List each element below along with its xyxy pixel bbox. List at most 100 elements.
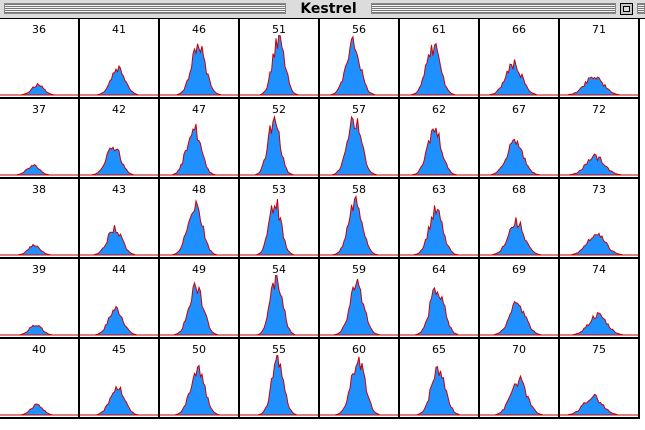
histogram-area (400, 127, 478, 176)
histogram-area (480, 374, 558, 416)
histogram-plot (0, 82, 78, 96)
histogram-plot (80, 64, 158, 96)
histogram-plot (80, 146, 158, 176)
histogram-plot (240, 275, 318, 336)
histogram-cell[interactable]: 51 (240, 19, 320, 99)
histogram-cell[interactable]: 62 (400, 99, 480, 179)
histogram-cell[interactable]: 70 (480, 339, 560, 419)
histogram-cell[interactable]: 58 (320, 179, 400, 259)
histogram-cell[interactable]: 43 (80, 179, 160, 259)
histogram-cell[interactable]: 63 (400, 179, 480, 259)
histogram-area (400, 42, 478, 96)
histogram-plot (560, 232, 638, 256)
cell-number-label: 51 (272, 23, 286, 36)
title-bar[interactable]: Kestrel (0, 0, 645, 19)
histogram-cell[interactable]: 48 (160, 179, 240, 259)
histogram-cell[interactable]: 68 (480, 179, 560, 259)
histogram-cell[interactable]: 40 (0, 339, 80, 419)
histogram-cell[interactable]: 61 (400, 19, 480, 99)
histogram-cell[interactable]: 56 (320, 19, 400, 99)
histogram-cell[interactable]: 50 (160, 339, 240, 419)
histogram-cell[interactable]: 59 (320, 259, 400, 339)
histogram-cell[interactable]: 37 (0, 99, 80, 179)
histogram-cell[interactable]: 49 (160, 259, 240, 339)
cell-number-label: 64 (432, 263, 446, 276)
cell-number-label: 70 (512, 343, 526, 356)
histogram-cell[interactable]: 60 (320, 339, 400, 419)
histogram-plot (400, 42, 478, 96)
histogram-area (160, 43, 238, 96)
histogram-cell[interactable]: 47 (160, 99, 240, 179)
cell-number-label: 57 (352, 103, 366, 116)
histogram-cell[interactable]: 73 (560, 179, 640, 259)
histogram-cell[interactable]: 69 (480, 259, 560, 339)
histogram-cell[interactable]: 71 (560, 19, 640, 99)
histogram-grid: 36 41 46 51 56 61 66 71 37 42 47 52 57 62 67 72 38 43 48 53… (0, 19, 645, 430)
histogram-plot (160, 199, 238, 256)
histogram-cell[interactable]: 38 (0, 179, 80, 259)
cell-number-label: 48 (192, 183, 206, 196)
cell-number-label: 56 (352, 23, 366, 36)
histogram-area (160, 364, 238, 416)
cell-number-label: 61 (432, 23, 446, 36)
histogram-plot (480, 300, 558, 336)
histogram-cell[interactable]: 74 (560, 259, 640, 339)
cell-number-label: 42 (112, 103, 126, 116)
cell-number-label: 50 (192, 343, 206, 356)
histogram-plot (240, 35, 318, 96)
histogram-cell[interactable]: 36 (0, 19, 80, 99)
histogram-area (240, 199, 318, 256)
histogram-plot (400, 366, 478, 416)
histogram-cell[interactable]: 66 (480, 19, 560, 99)
cell-number-label: 62 (432, 103, 446, 116)
cell-number-label: 45 (112, 343, 126, 356)
histogram-plot (480, 59, 558, 96)
histogram-cell[interactable]: 45 (80, 339, 160, 419)
cell-number-label: 37 (32, 103, 46, 116)
histogram-plot (480, 374, 558, 416)
histogram-area (160, 123, 238, 176)
histogram-plot (160, 43, 238, 96)
histogram-area (480, 217, 558, 256)
cell-number-label: 63 (432, 183, 446, 196)
histogram-cell[interactable]: 44 (80, 259, 160, 339)
histogram-cell[interactable]: 46 (160, 19, 240, 99)
histogram-area (80, 225, 158, 256)
histogram-cell[interactable]: 39 (0, 259, 80, 339)
cell-number-label: 59 (352, 263, 366, 276)
histogram-area (240, 35, 318, 96)
title-bar-stripes-right (371, 3, 616, 14)
histogram-plot (160, 364, 238, 416)
histogram-cell[interactable]: 52 (240, 99, 320, 179)
histogram-cell[interactable]: 42 (80, 99, 160, 179)
histogram-plot (160, 281, 238, 336)
histogram-area (480, 138, 558, 176)
histogram-cell[interactable]: 54 (240, 259, 320, 339)
histogram-cell[interactable]: 57 (320, 99, 400, 179)
histogram-plot (80, 305, 158, 336)
histogram-plot (320, 278, 398, 336)
histogram-plot (0, 324, 78, 336)
histogram-area (0, 82, 78, 96)
histogram-area (560, 76, 638, 96)
histogram-cell[interactable]: 55 (240, 339, 320, 419)
histogram-cell[interactable]: 67 (480, 99, 560, 179)
cell-number-label: 55 (272, 343, 286, 356)
title-bar-stripes-left (4, 3, 286, 14)
cell-number-label: 52 (272, 103, 286, 116)
histogram-plot (560, 393, 638, 416)
histogram-plot (480, 217, 558, 256)
cell-number-label: 46 (192, 23, 206, 36)
histogram-cell[interactable]: 65 (400, 339, 480, 419)
histogram-cell[interactable]: 72 (560, 99, 640, 179)
window-title: Kestrel (300, 1, 357, 17)
histogram-cell[interactable]: 41 (80, 19, 160, 99)
histogram-cell[interactable]: 64 (400, 259, 480, 339)
zoom-box-icon[interactable] (620, 3, 633, 15)
histogram-area (0, 403, 78, 416)
histogram-cell[interactable]: 53 (240, 179, 320, 259)
histogram-area (240, 115, 318, 176)
histogram-plot (0, 403, 78, 416)
histogram-cell[interactable]: 75 (560, 339, 640, 419)
